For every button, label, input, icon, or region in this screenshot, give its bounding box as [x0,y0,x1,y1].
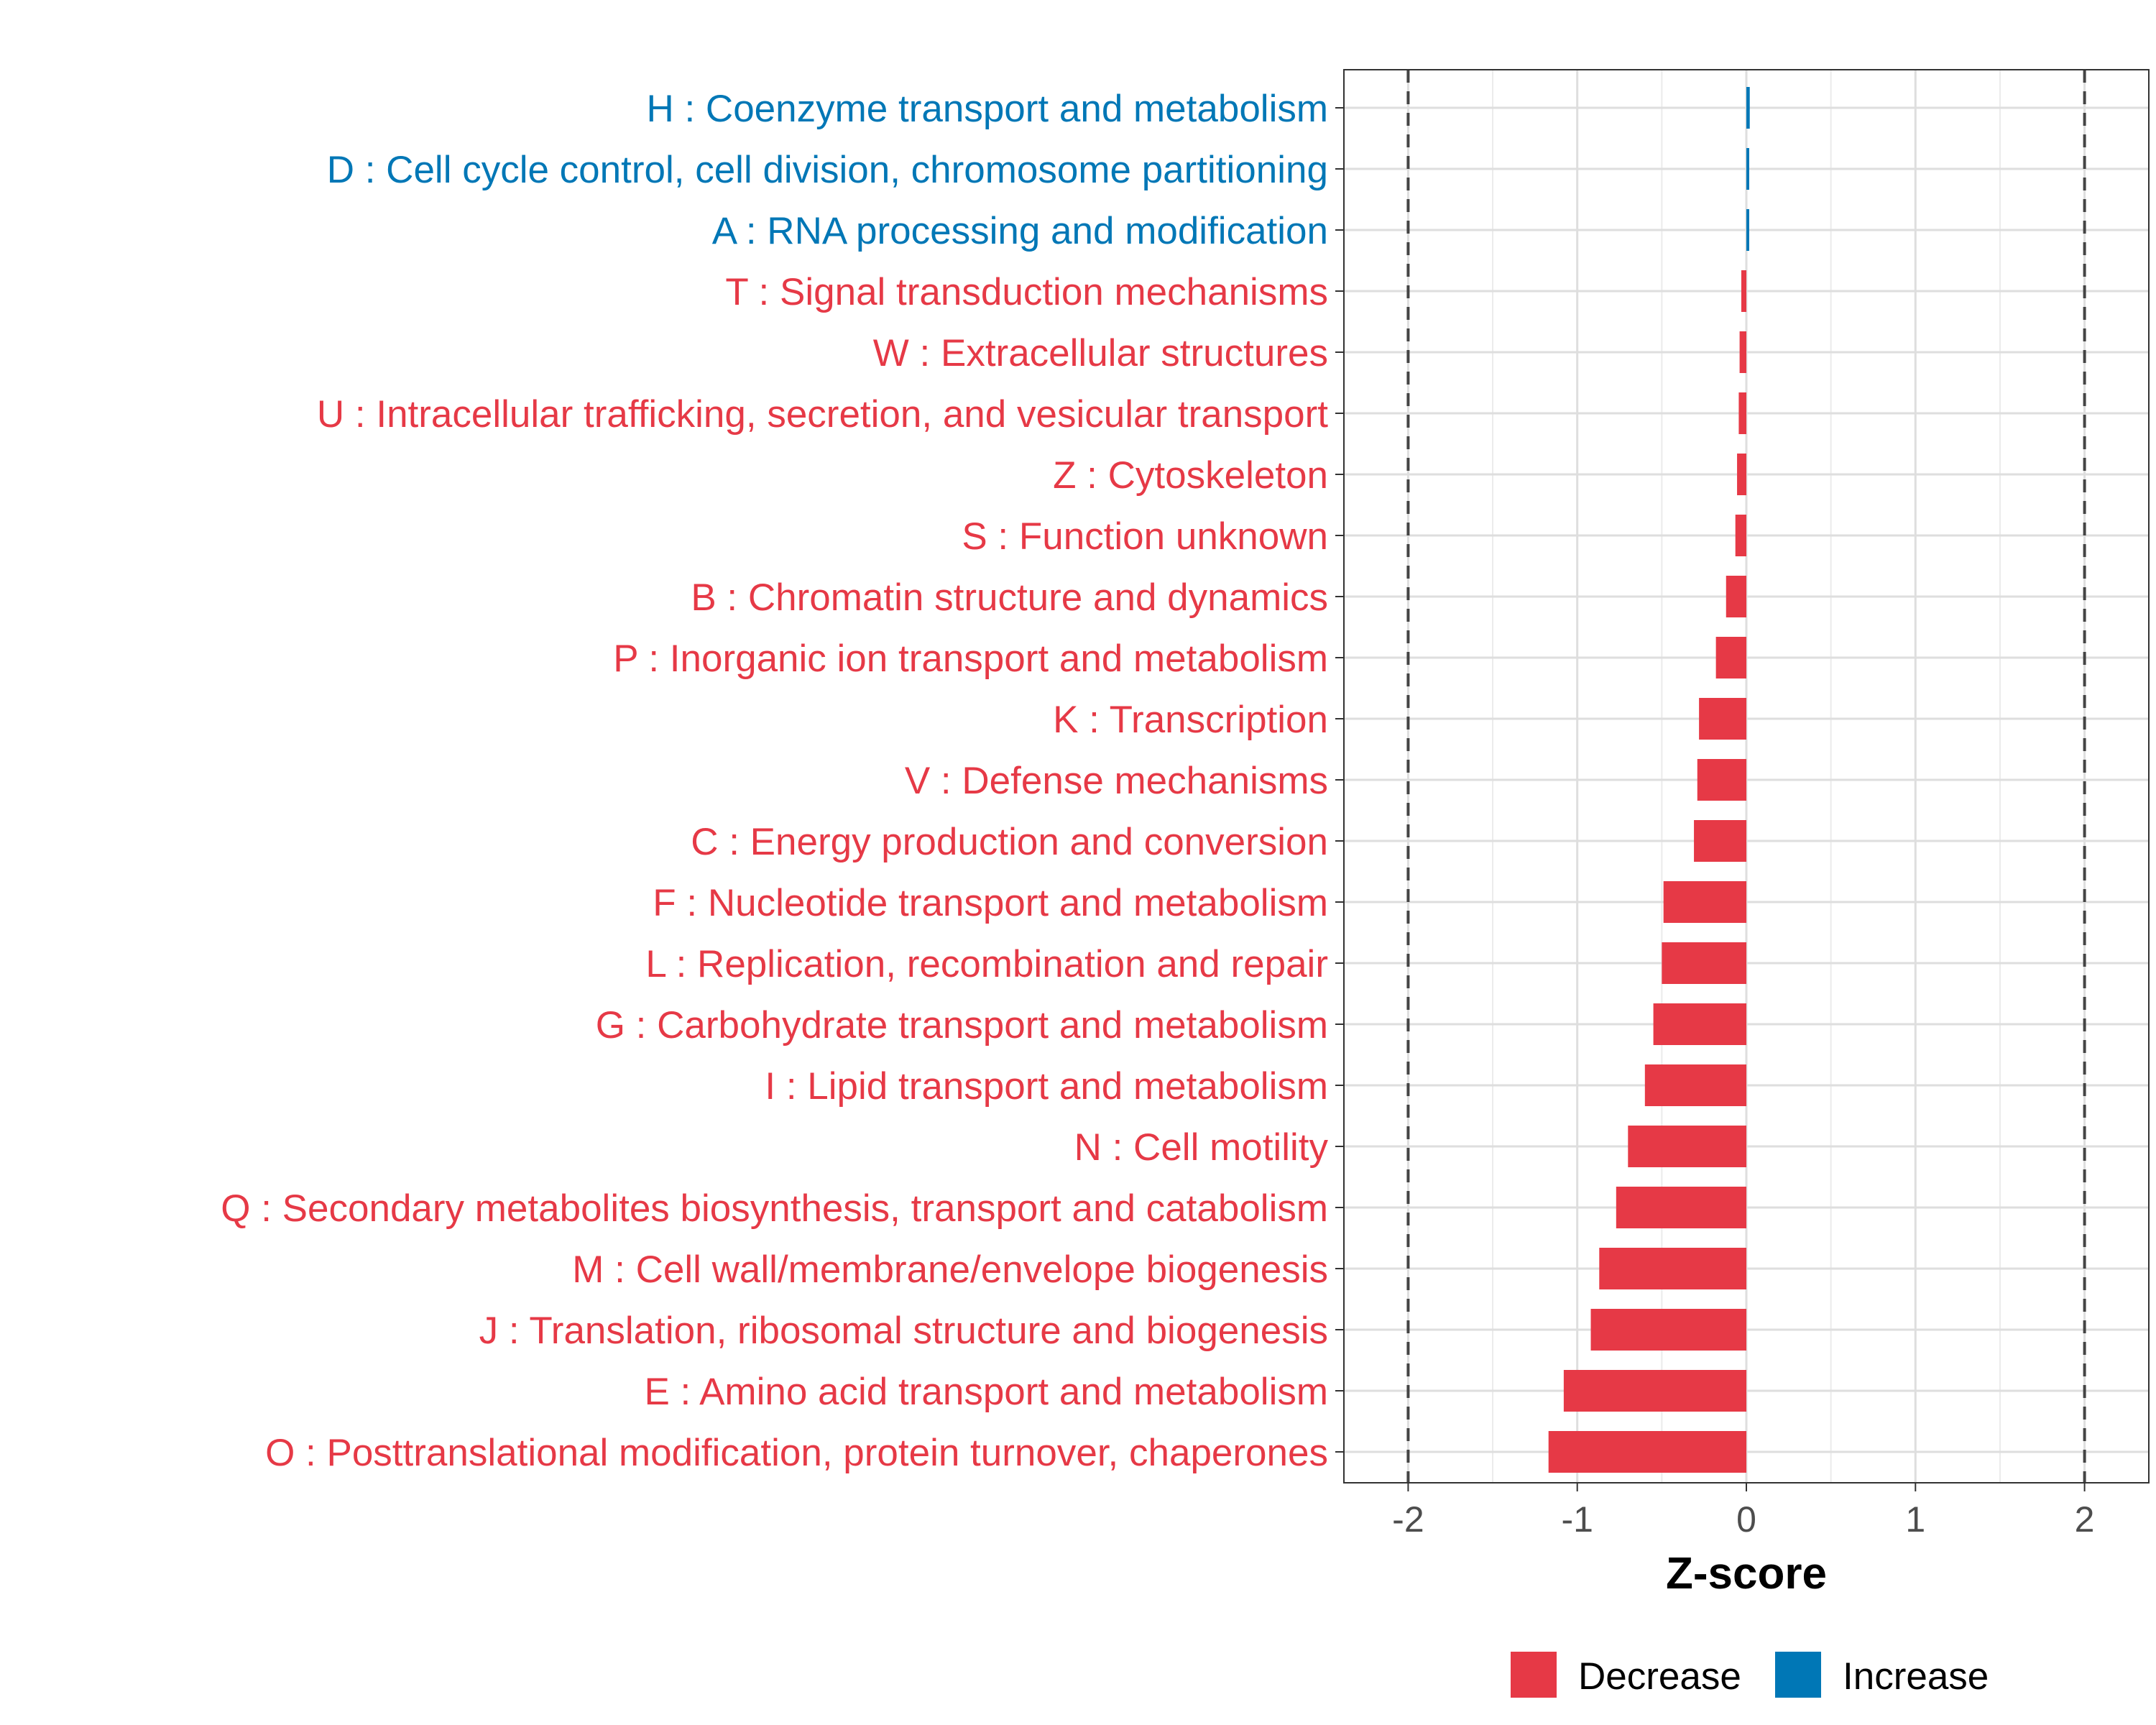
y-tick-label: M : Cell wall/membrane/envelope biogenes… [572,1248,1328,1291]
x-tick-label: 0 [1736,1499,1756,1540]
bar [1735,515,1746,556]
legend: Decrease Increase [1511,1652,1989,1698]
y-tick-label: V : Defense mechanisms [905,760,1328,802]
bar [1628,1126,1746,1167]
bar [1662,942,1746,984]
bar [1616,1187,1746,1228]
y-tick-label: N : Cell motility [1074,1126,1329,1169]
bar [1590,1309,1746,1351]
y-tick-label: H : Coenzyme transport and metabolism [646,88,1328,130]
y-tick-label: S : Function unknown [962,515,1328,558]
y-tick-label: O : Posttranslational modification, prot… [265,1432,1328,1474]
bar [1737,454,1746,495]
legend-label: Decrease [1578,1655,1741,1698]
bar [1599,1248,1746,1289]
x-axis-title: Z-score [1666,1549,1827,1598]
y-tick-label: B : Chromatin structure and dynamics [691,576,1328,619]
y-tick-label: U : Intracellular trafficking, secretion… [317,393,1328,436]
y-tick-label: L : Replication, recombination and repai… [645,943,1328,985]
legend-label: Increase [1843,1655,1989,1698]
legend-swatch [1511,1652,1557,1698]
y-axis-labels: H : Coenzyme transport and metabolism D :… [221,88,1328,1474]
x-tick-label: -2 [1392,1499,1424,1540]
bar [1548,1431,1746,1473]
bar [1644,1064,1746,1106]
bar [1741,270,1746,312]
bar [1738,392,1746,434]
x-axis-ticks: -2 -1 0 1 2 [1392,1483,2094,1540]
bar [1746,148,1749,190]
legend-swatch [1775,1652,1821,1698]
y-tick-label: A : RNA processing and modification [712,210,1328,252]
y-tick-label: C : Energy production and conversion [691,821,1328,863]
y-tick-label: D : Cell cycle control, cell division, c… [327,149,1328,191]
bar [1653,1003,1746,1045]
bar [1715,637,1746,678]
y-tick-label: T : Signal transduction mechanisms [725,271,1328,313]
y-tick-label: J : Translation, ribosomal structure and… [479,1310,1328,1352]
bar [1563,1370,1746,1412]
y-tick-label: W : Extracellular structures [873,332,1328,374]
y-tick-label: Q : Secondary metabolites biosynthesis, … [221,1187,1328,1230]
bar [1746,87,1750,129]
y-axis-ticks [1335,107,1344,1453]
x-tick-label: 2 [2075,1499,2095,1540]
bar [1739,331,1746,373]
y-tick-label: K : Transcription [1053,699,1328,741]
y-tick-label: E : Amino acid transport and metabolism [644,1371,1328,1413]
bar [1663,881,1746,923]
bar [1697,759,1746,801]
bar [1746,209,1749,251]
bar [1699,698,1746,740]
y-tick-label: G : Carbohydrate transport and metabolis… [596,1004,1328,1046]
y-tick-label: F : Nucleotide transport and metabolism [653,882,1328,924]
y-tick-label: P : Inorganic ion transport and metaboli… [613,638,1328,680]
y-tick-label: Z : Cytoskeleton [1053,454,1328,497]
y-tick-label: I : Lipid transport and metabolism [765,1065,1328,1108]
x-tick-label: 1 [1905,1499,1925,1540]
bar [1694,820,1746,862]
bar [1726,576,1746,617]
bars [1548,87,1750,1473]
x-tick-label: -1 [1561,1499,1593,1540]
